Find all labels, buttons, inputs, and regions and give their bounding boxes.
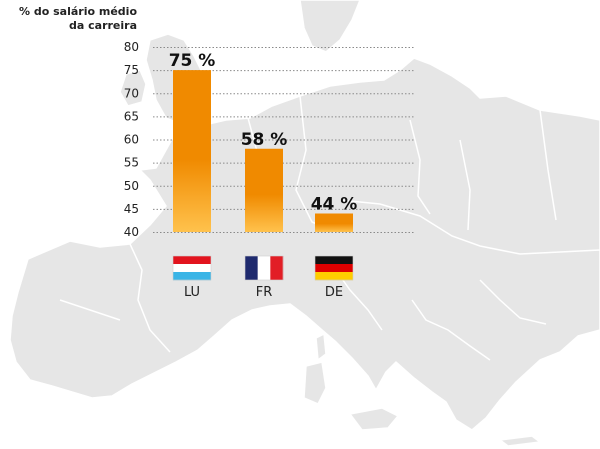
bar-fr [245,148,283,232]
flag-stripe [245,256,258,280]
data-labels: 75 % 58 % 44 % [169,51,358,214]
flag-stripe [270,256,284,280]
map-scandinavia [299,0,361,53]
europe-map-background [9,0,600,447]
map-sicily [349,407,399,431]
flag-france-icon [244,255,284,281]
y-tick-label: 40 [124,225,139,239]
flag-border [172,255,212,281]
y-tick-label: 70 [124,86,139,100]
map-ireland [119,69,147,107]
flag-stripe [315,264,353,273]
y-tick-label: 75 [124,63,139,77]
map-sardinia [303,361,327,405]
x-tick-label-de: DE [325,285,343,300]
flag-luxembourg-icon [172,255,212,281]
flag-border [244,255,284,281]
y-tick-label: 50 [124,179,139,193]
bar-lu [173,70,211,232]
flag-stripe [315,256,353,265]
bars [173,70,353,232]
y-axis-ticks: 40 45 50 55 60 65 70 75 80 [124,40,139,239]
flag-stripe [173,256,211,265]
flag-stripe [173,264,211,273]
x-axis-labels: LU FR DE [184,285,343,300]
x-tick-label-lu: LU [184,285,200,300]
map-crete [499,435,541,447]
flag-stripe [315,272,353,281]
y-tick-label: 60 [124,133,139,147]
y-tick-label: 45 [124,202,139,216]
flag-border [314,255,354,281]
data-label-de: 44 % [311,195,358,215]
flag-stripe [173,272,211,281]
y-tick-label: 80 [124,40,139,54]
bar-de [315,213,353,232]
y-tick-label: 55 [124,156,139,170]
map-country-borders [59,95,600,361]
data-label-fr: 58 % [241,130,288,150]
y-axis-title-line: da carreira [69,19,137,32]
y-tick-label: 65 [124,109,139,123]
flags [172,255,354,281]
map-corsica [315,333,327,361]
data-label-lu: 75 % [169,51,216,71]
flag-stripe [257,256,271,280]
y-axis-title: % do salário médio da carreira [19,5,137,32]
flag-germany-icon [314,255,354,281]
y-axis-title-line: % do salário médio [19,5,137,18]
x-tick-label-fr: FR [256,285,273,300]
